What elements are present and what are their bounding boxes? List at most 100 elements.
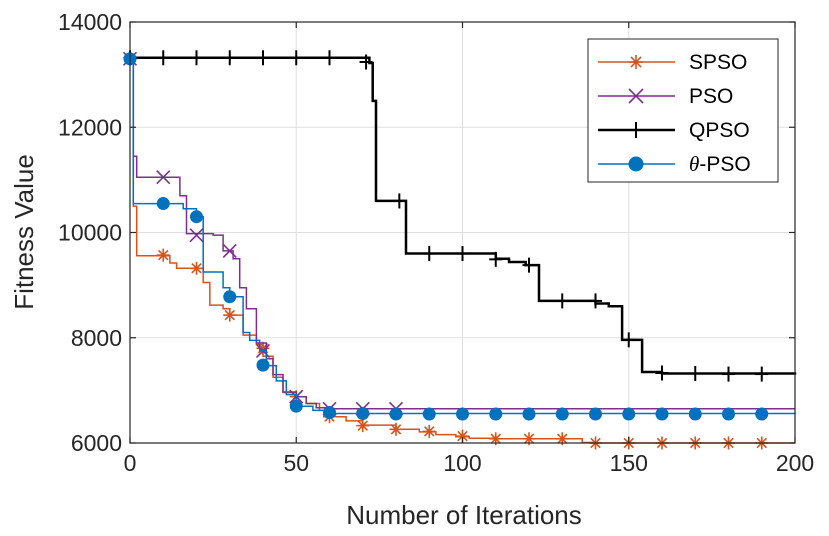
marker-theta-pso: [389, 407, 403, 421]
marker-spso: [389, 422, 403, 436]
series-qpso: [123, 50, 797, 382]
marker-spso-stroke: [357, 420, 368, 431]
marker-theta-pso-dot: [256, 358, 270, 372]
marker-theta-pso: [489, 407, 503, 421]
marker-qpso: [489, 251, 503, 267]
marker-theta-pso: [655, 407, 669, 421]
marker-spso-stroke: [191, 263, 202, 274]
marker-qpso: [156, 50, 170, 66]
marker-theta-pso-dot: [190, 210, 203, 224]
marker-theta-pso: [722, 407, 735, 421]
series-theta-pso: [123, 52, 796, 421]
marker-pso: [156, 170, 171, 185]
marker-spso-stroke: [457, 430, 468, 442]
marker-pso: [222, 243, 237, 258]
marker-theta-pso-dot: [522, 407, 536, 421]
marker-qpso: [655, 365, 669, 381]
marker-pso-stroke: [156, 170, 171, 185]
marker-theta-pso: [422, 407, 436, 421]
marker-spso: [489, 432, 503, 446]
series-line-theta-pso: [130, 58, 796, 415]
marker-theta-pso-dot: [589, 407, 602, 421]
x-tick-label: 50: [283, 450, 309, 476]
marker-theta-pso: [323, 405, 336, 419]
y-tick-label: 8000: [71, 325, 122, 351]
marker-qpso: [289, 50, 303, 66]
legend-label-qpso: QPSO: [689, 119, 750, 142]
marker-qpso: [359, 54, 373, 70]
marker-theta-pso: [356, 407, 370, 421]
marker-theta-pso: [223, 290, 237, 304]
marker-theta-pso-dot: [655, 407, 669, 421]
legend-label-theta-text: -PSO: [699, 153, 750, 176]
marker-spso: [422, 424, 436, 438]
marker-qpso: [688, 366, 702, 382]
marker-theta-pso: [156, 197, 170, 211]
x-tick-label: 200: [776, 450, 814, 476]
marker-theta-pso-dot: [688, 407, 702, 421]
legend-marker-spso: [629, 55, 643, 69]
legend-label-pso: PSO: [689, 85, 733, 108]
marker-pso: [189, 228, 204, 243]
marker-spso-stroke: [424, 426, 435, 437]
series-line-pso: [130, 58, 795, 410]
y-axis-label: Fitness Value: [9, 154, 39, 310]
marker-spso: [156, 248, 170, 262]
marker-theta-pso-dot: [422, 407, 436, 421]
y-tick-label: 10000: [58, 220, 122, 246]
marker-spso-stroke: [557, 433, 568, 445]
marker-qpso: [622, 332, 636, 348]
marker-theta-pso: [522, 407, 536, 421]
marker-spso: [223, 308, 237, 322]
marker-qpso: [755, 366, 769, 382]
legend-label-theta-symbol: θ: [689, 152, 699, 176]
marker-theta-pso-dot: [722, 407, 735, 421]
marker-theta-pso-dot: [356, 407, 370, 421]
legend-label-spso: SPSO: [689, 51, 747, 74]
axes: [129, 21, 796, 444]
marker-theta-pso-dot: [555, 407, 569, 421]
marker-qpso: [392, 193, 406, 209]
y-tick-label: 6000: [71, 430, 122, 456]
marker-qpso: [422, 246, 436, 262]
marker-theta-pso-dot: [489, 407, 503, 421]
legend-marker-spso-stroke: [630, 56, 642, 68]
marker-qpso: [323, 50, 336, 66]
marker-theta-pso: [555, 407, 569, 421]
marker-spso-stroke: [523, 433, 535, 445]
marker-theta-pso: [589, 407, 602, 421]
x-tick-label: 150: [610, 450, 648, 476]
marker-qpso: [190, 50, 203, 66]
marker-spso: [190, 261, 203, 275]
marker-theta-pso-dot: [389, 407, 403, 421]
legend-samples: [598, 55, 675, 172]
legend-label-theta-pso: θ-PSO: [689, 152, 751, 176]
marker-theta-pso: [190, 210, 203, 224]
marker-theta-pso-dot: [622, 407, 636, 421]
marker-spso: [356, 419, 370, 433]
tick-labels: 0 50 100 150 200 6000 8000 10000 12000 14000: [58, 9, 814, 476]
legend-box: [587, 38, 779, 183]
legend-marker-theta-pso: [628, 156, 644, 172]
marker-theta-pso-dot: [456, 407, 469, 421]
marker-theta-pso: [622, 407, 636, 421]
marker-qpso: [522, 257, 536, 273]
marker-theta-pso-dot: [223, 290, 237, 304]
marker-theta-pso: [456, 407, 469, 421]
marker-qpso: [456, 246, 469, 262]
marker-spso-stroke: [158, 249, 169, 261]
marker-qpso: [589, 293, 602, 309]
x-tick-label: 0: [124, 450, 137, 476]
marker-spso-stroke: [490, 433, 501, 445]
y-tick-label: 12000: [58, 114, 122, 140]
marker-theta-pso: [289, 399, 303, 413]
marker-theta-pso: [688, 407, 702, 421]
x-axis-label: Number of Iterations: [346, 500, 582, 530]
legend-marker-theta-pso-dot: [628, 156, 644, 172]
marker-pso-stroke: [222, 243, 237, 258]
y-tick-label: 14000: [58, 9, 122, 35]
marker-qpso: [256, 50, 270, 66]
marker-theta-pso-dot: [156, 197, 170, 211]
x-tick-label: 100: [443, 450, 481, 476]
